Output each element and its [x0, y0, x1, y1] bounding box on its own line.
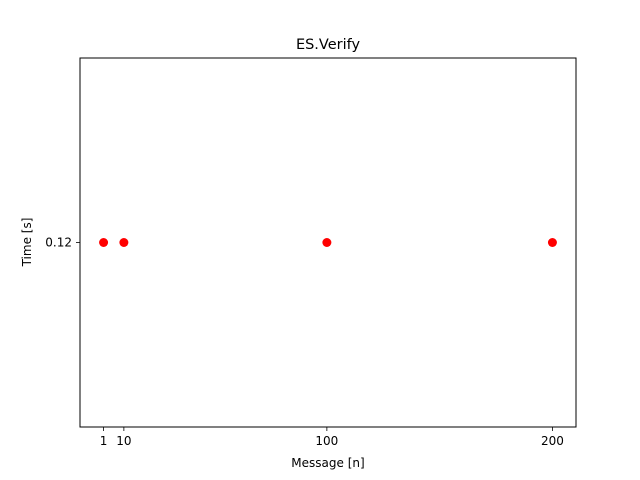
x-tick-label: 10	[116, 434, 131, 448]
x-axis-ticks: 1 10 100 200	[100, 427, 564, 448]
y-axis-label: Time [s]	[20, 218, 34, 268]
data-point	[119, 238, 129, 247]
data-point	[547, 238, 557, 247]
x-tick-label: 200	[541, 434, 564, 448]
y-axis-ticks: 0.12	[45, 236, 80, 250]
data-point	[99, 238, 109, 247]
x-tick-label: 1	[100, 434, 108, 448]
y-tick-label: 0.12	[45, 236, 72, 250]
x-axis-label: Message [n]	[291, 456, 364, 470]
chart-title: ES.Verify	[296, 37, 361, 53]
data-points	[99, 238, 557, 247]
data-point	[322, 238, 332, 247]
x-tick-label: 100	[315, 434, 338, 448]
